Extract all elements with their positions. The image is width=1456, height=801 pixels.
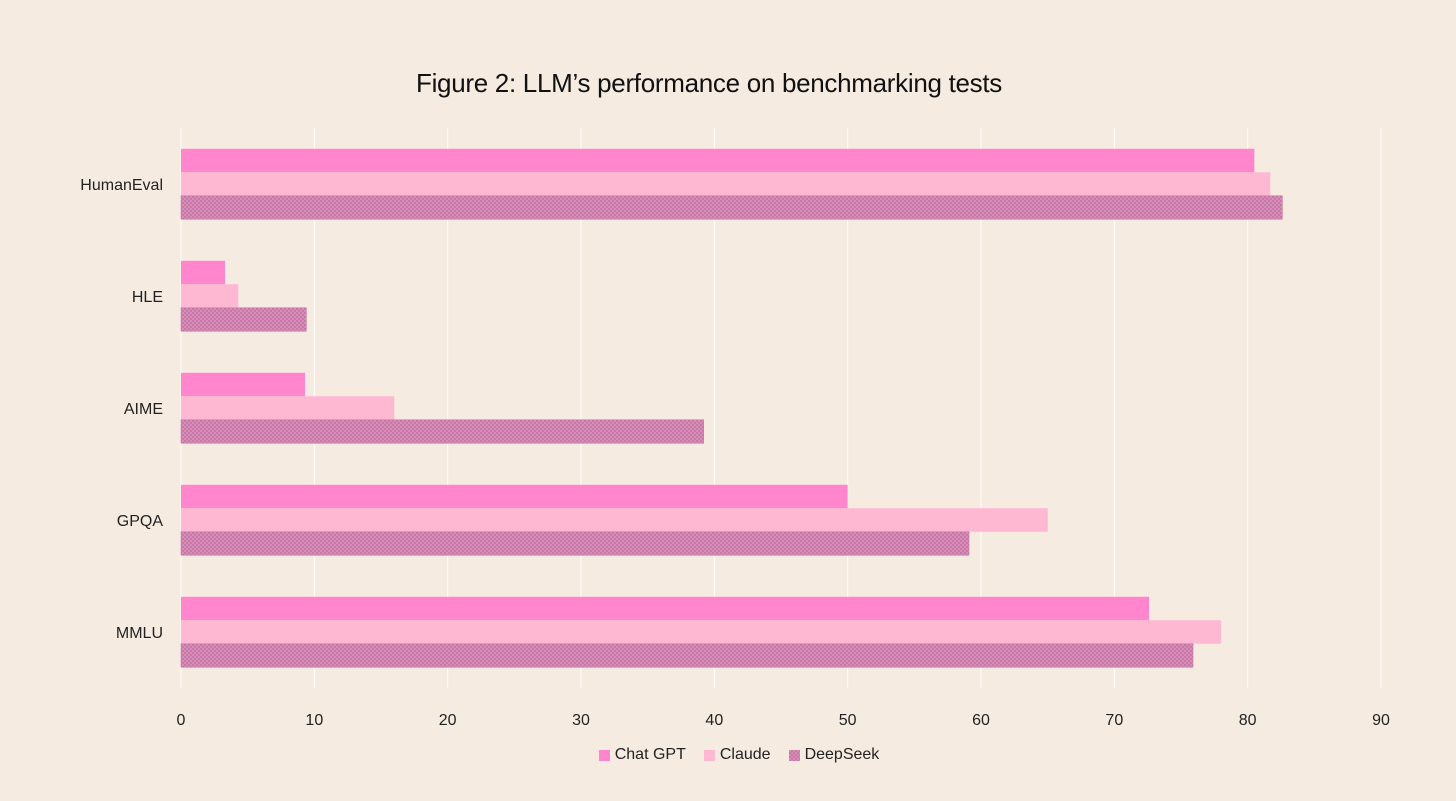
bar-chat-gpt-humaneval: [181, 148, 1255, 173]
bar-chat-gpt-mmlu: [181, 596, 1149, 621]
x-tick-label: 40: [705, 712, 723, 729]
bar-chat-gpt-hle: [181, 260, 225, 285]
x-tick-label: 50: [839, 712, 857, 729]
bars: [180, 148, 1283, 668]
y-category-label: GPQA: [117, 513, 164, 530]
bar-deepseek-gpqa: [180, 531, 970, 556]
chart-title: Figure 2: LLM’s performance on benchmark…: [415, 68, 1002, 98]
legend-swatch: [788, 749, 800, 761]
x-tick-label: 10: [305, 712, 323, 729]
bar-claude-hle: [181, 284, 239, 308]
bar-claude-aime: [181, 396, 395, 420]
legend-item-chat-gpt: Chat GPT: [598, 746, 686, 764]
legend: Chat GPT Claude DeepSeek: [0, 746, 1456, 764]
x-tick-label: 90: [1372, 712, 1390, 729]
legend-item-deepseek: DeepSeek: [788, 746, 880, 764]
legend-label: Claude: [719, 746, 771, 763]
y-category-label: HumanEval: [80, 177, 163, 194]
x-tick-label: 0: [177, 712, 186, 729]
axis-labels: 0 10 20 30 40 50 60 70 80 90 HumanEval HLE AIME GPQA M…: [80, 177, 1390, 729]
x-tick-label: 20: [439, 712, 457, 729]
bar-chat-gpt-gpqa: [181, 484, 848, 509]
legend-label: Chat GPT: [614, 746, 686, 763]
y-category-label: AIME: [124, 401, 163, 418]
legend-swatch: [703, 749, 715, 761]
legend-swatch: [598, 749, 610, 761]
x-tick-label: 30: [572, 712, 590, 729]
y-category-label: HLE: [132, 289, 163, 306]
bar-deepseek-hle: [180, 307, 307, 332]
x-tick-label: 60: [972, 712, 990, 729]
legend-label: DeepSeek: [804, 746, 880, 763]
x-tick-label: 70: [1105, 712, 1123, 729]
bar-deepseek-humaneval: [180, 195, 1283, 220]
bar-claude-mmlu: [181, 620, 1221, 644]
bar-claude-gpqa: [181, 508, 1048, 532]
y-category-label: MMLU: [116, 625, 163, 642]
bar-claude-humaneval: [181, 172, 1271, 196]
legend-item-claude: Claude: [703, 746, 771, 764]
bar-chat-gpt-aime: [181, 372, 305, 397]
x-tick-label: 80: [1239, 712, 1257, 729]
bar-deepseek-aime: [180, 419, 704, 444]
bar-deepseek-mmlu: [180, 643, 1194, 668]
